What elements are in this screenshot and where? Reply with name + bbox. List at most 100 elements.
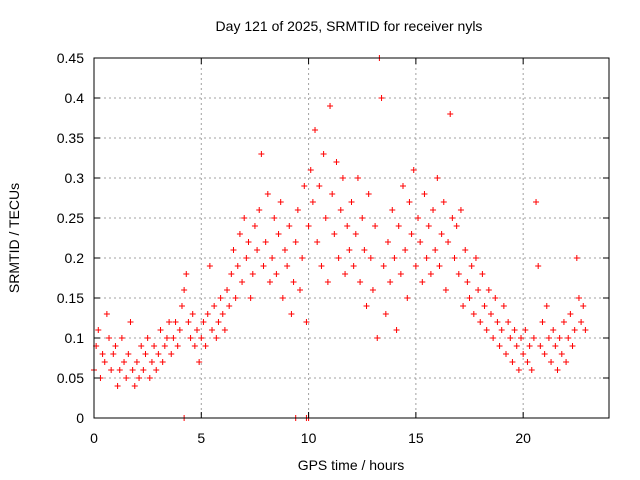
data-point bbox=[378, 95, 385, 101]
data-point bbox=[187, 335, 194, 341]
data-point bbox=[567, 311, 574, 317]
data-point bbox=[209, 327, 216, 333]
data-point bbox=[361, 247, 368, 253]
data-point bbox=[217, 295, 224, 301]
data-point bbox=[455, 271, 462, 277]
data-point bbox=[299, 255, 306, 261]
data-point bbox=[316, 183, 323, 189]
data-point bbox=[254, 247, 261, 253]
data-point bbox=[251, 223, 258, 229]
data-point bbox=[487, 311, 494, 317]
data-point bbox=[230, 247, 237, 253]
data-point bbox=[161, 343, 168, 349]
data-point bbox=[537, 343, 544, 349]
axis-ticks: 0 0.05 0.1 0.15 0.2 0.25 0.3 0.35 0.4 0.45 0 5 10 15 2… bbox=[57, 50, 609, 446]
data-point bbox=[419, 279, 426, 285]
data-point bbox=[380, 263, 387, 269]
data-point bbox=[528, 367, 535, 373]
data-point bbox=[457, 207, 464, 213]
data-point bbox=[513, 343, 520, 349]
data-point bbox=[509, 359, 516, 365]
data-point bbox=[389, 207, 396, 213]
data-point bbox=[445, 239, 452, 245]
y-tick-label: 0.25 bbox=[57, 210, 84, 226]
data-point bbox=[232, 295, 239, 301]
data-point bbox=[511, 327, 518, 333]
data-point bbox=[498, 327, 505, 333]
data-point bbox=[350, 263, 357, 269]
data-point bbox=[288, 311, 295, 317]
data-point bbox=[451, 255, 458, 261]
data-point bbox=[477, 319, 484, 325]
data-point bbox=[294, 207, 301, 213]
grid bbox=[94, 58, 609, 418]
data-point bbox=[290, 279, 297, 285]
data-point bbox=[430, 207, 437, 213]
data-point bbox=[520, 351, 527, 357]
data-point bbox=[397, 271, 404, 277]
data-point bbox=[292, 239, 299, 245]
data-point bbox=[266, 279, 273, 285]
data-point bbox=[239, 279, 246, 285]
data-point bbox=[539, 319, 546, 325]
data-point bbox=[286, 223, 293, 229]
data-point bbox=[224, 287, 231, 293]
data-point bbox=[485, 287, 492, 293]
x-tick-label: 20 bbox=[515, 430, 531, 446]
data-point bbox=[481, 303, 488, 309]
data-point bbox=[425, 223, 432, 229]
data-point bbox=[172, 319, 179, 325]
data-point bbox=[136, 375, 143, 381]
data-point bbox=[505, 319, 512, 325]
data-point bbox=[269, 255, 276, 261]
x-tick-label: 0 bbox=[90, 430, 98, 446]
data-point bbox=[352, 231, 359, 237]
data-point bbox=[348, 199, 355, 205]
data-point bbox=[475, 287, 482, 293]
data-point bbox=[393, 327, 400, 333]
data-point bbox=[271, 215, 278, 221]
data-point bbox=[369, 287, 376, 293]
data-point bbox=[578, 319, 585, 325]
data-point bbox=[427, 271, 434, 277]
data-point bbox=[556, 335, 563, 341]
data-point bbox=[354, 175, 361, 181]
y-tick-label: 0.35 bbox=[57, 130, 84, 146]
data-point bbox=[262, 239, 269, 245]
data-point bbox=[185, 319, 192, 325]
data-point bbox=[526, 343, 533, 349]
data-point bbox=[329, 191, 336, 197]
data-point bbox=[545, 335, 552, 341]
data-point bbox=[372, 223, 379, 229]
data-point bbox=[155, 351, 162, 357]
data-point bbox=[118, 335, 125, 341]
data-point bbox=[472, 255, 479, 261]
data-point bbox=[258, 151, 265, 157]
data-point bbox=[211, 303, 218, 309]
data-point bbox=[314, 239, 321, 245]
data-point bbox=[264, 191, 271, 197]
y-tick-label: 0.15 bbox=[57, 290, 84, 306]
data-point bbox=[178, 303, 185, 309]
data-point bbox=[365, 191, 372, 197]
data-point bbox=[157, 327, 164, 333]
data-point bbox=[563, 359, 570, 365]
data-point bbox=[256, 207, 263, 213]
data-point bbox=[550, 327, 557, 333]
data-point bbox=[412, 263, 419, 269]
data-point bbox=[573, 255, 580, 261]
data-point bbox=[181, 287, 188, 293]
data-point bbox=[142, 351, 149, 357]
data-point bbox=[453, 223, 460, 229]
data-point bbox=[153, 367, 160, 373]
data-point bbox=[400, 183, 406, 189]
data-point bbox=[404, 295, 411, 301]
data-point bbox=[442, 287, 449, 293]
data-point bbox=[133, 359, 140, 365]
data-point bbox=[447, 111, 454, 117]
data-point bbox=[363, 303, 370, 309]
data-point bbox=[213, 335, 220, 341]
data-point bbox=[243, 255, 250, 261]
data-point bbox=[99, 351, 106, 357]
